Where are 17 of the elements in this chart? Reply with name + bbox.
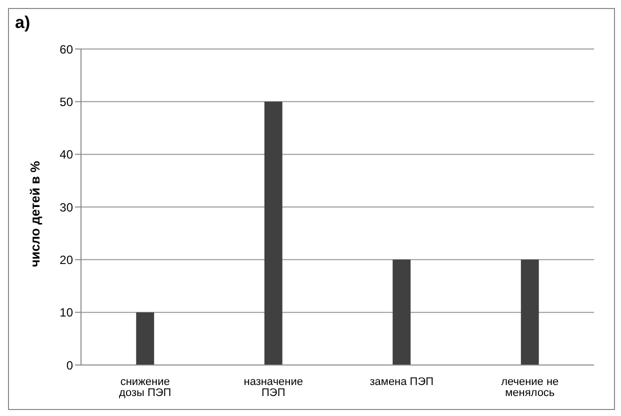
bar: [264, 102, 282, 365]
y-tick-label: 40: [60, 148, 74, 162]
x-tick-label: лечение не менялось: [501, 376, 559, 399]
y-tick-label: 20: [60, 252, 74, 267]
x-tick-label: снижение дозы ПЭП: [119, 376, 172, 399]
bar: [136, 312, 154, 365]
bar: [392, 260, 411, 365]
x-tick-label: замена ПЭП: [370, 376, 434, 388]
y-tick-label: 10: [60, 306, 74, 320]
y-axis-title: число детей в %: [28, 160, 43, 267]
chart-title: a): [15, 13, 30, 33]
bar: [520, 260, 539, 365]
y-tick-label: 50: [60, 94, 74, 109]
y-tick-label: 0: [66, 358, 74, 372]
y-tick-label: 30: [60, 200, 74, 214]
x-tick-label: назначение ПЭП: [244, 376, 303, 399]
y-tick-label: 60: [60, 42, 74, 56]
